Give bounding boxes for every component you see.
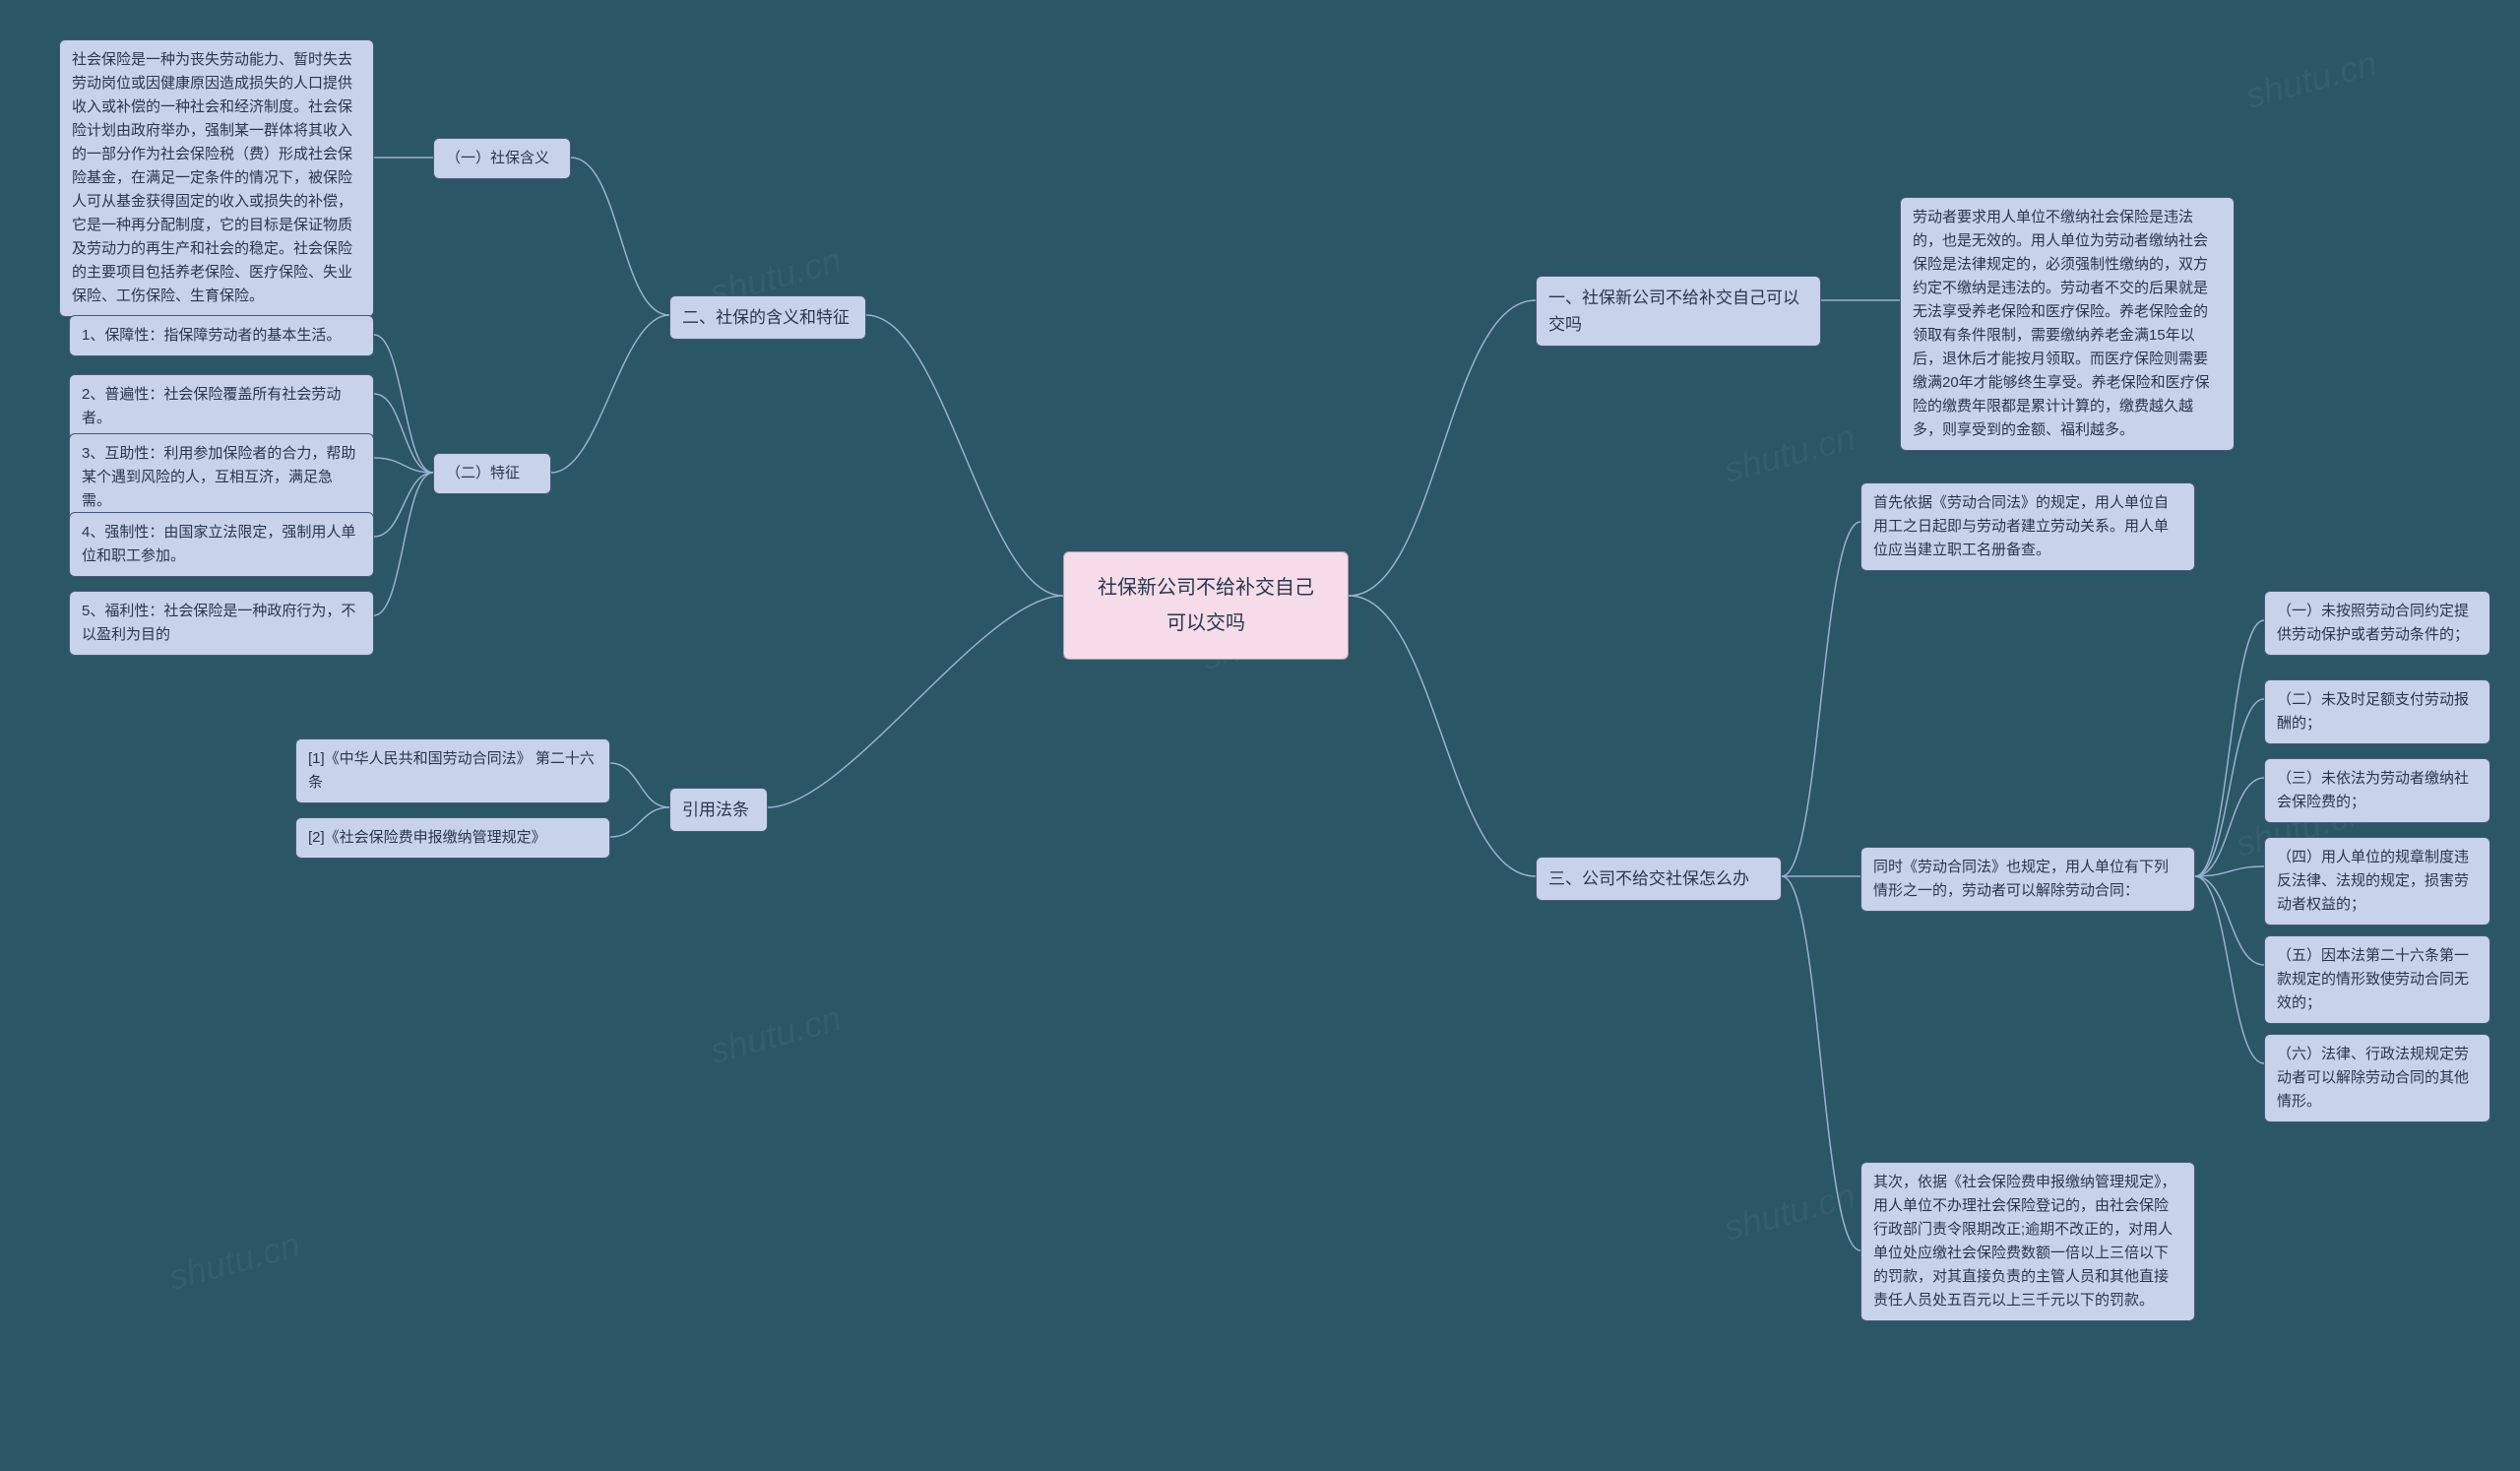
b3-c1: 首先依据《劳动合同法》的规定，用人单位自用工之日起即与劳动者建立劳动关系。用人单… [1860,482,2195,571]
b3c2-leaf-4: （四）用人单位的规章制度违反法律、法规的规定，损害劳动者权益的； [2264,837,2490,926]
b2c2-leaf-2: 2、普遍性：社会保险覆盖所有社会劳动者。 [69,374,374,439]
ref-leaf-1: [1]《中华人民共和国劳动合同法》 第二十六条 [295,738,610,803]
b3c2-leaf-1: （一）未按照劳动合同约定提供劳动保护或者劳动条件的； [2264,591,2490,656]
b2c2-leaf-3: 3、互助性：利用参加保险者的合力，帮助某个遇到风险的人，互相互济，满足急需。 [69,433,374,522]
b3c2-leaf-2: （二）未及时足额支付劳动报酬的； [2264,679,2490,744]
watermark: shutu.cn [1720,1175,1859,1249]
b3c2-leaf-5: （五）因本法第二十六条第一款规定的情形致使劳动合同无效的； [2264,935,2490,1024]
b3-c3: 其次，依据《社会保险费申报缴纳管理规定》，用人单位不办理社会保险登记的，由社会保… [1860,1162,2195,1321]
root-node: 社保新公司不给补交自己可以交吗 [1063,551,1349,660]
branch-1: 一、社保新公司不给补交自己可以交吗 [1536,276,1821,347]
watermark: shutu.cn [164,1224,304,1299]
branch-2-child-1: （一）社保含义 [433,138,571,179]
branch-2-child-1-leaf: 社会保险是一种为丧失劳动能力、暂时失去劳动岗位或因健康原因造成损失的人口提供收入… [59,39,374,317]
b3-c2: 同时《劳动合同法》也规定，用人单位有下列情形之一的，劳动者可以解除劳动合同： [1860,847,2195,912]
watermark: shutu.cn [706,997,846,1072]
ref-leaf-2: [2]《社会保险费申报缴纳管理规定》 [295,817,610,859]
b2c2-leaf-4: 4、强制性：由国家立法限定，强制用人单位和职工参加。 [69,512,374,577]
branch-3: 三、公司不给交社保怎么办 [1536,857,1782,901]
branch-2: 二、社保的含义和特征 [669,295,866,340]
b3c2-leaf-3: （三）未依法为劳动者缴纳社会保险费的； [2264,758,2490,823]
watermark: shutu.cn [1720,416,1859,491]
branch-2-child-2: （二）特征 [433,453,551,494]
b3c2-leaf-6: （六）法律、行政法规规定劳动者可以解除劳动合同的其他情形。 [2264,1034,2490,1122]
branch-ref: 引用法条 [669,788,768,832]
branch-1-leaf: 劳动者要求用人单位不缴纳社会保险是违法的，也是无效的。用人单位为劳动者缴纳社会保… [1900,197,2235,451]
b2c2-leaf-5: 5、福利性：社会保险是一种政府行为，不以盈利为目的 [69,591,374,656]
watermark: shutu.cn [2241,42,2381,117]
b2c2-leaf-1: 1、保障性：指保障劳动者的基本生活。 [69,315,374,356]
